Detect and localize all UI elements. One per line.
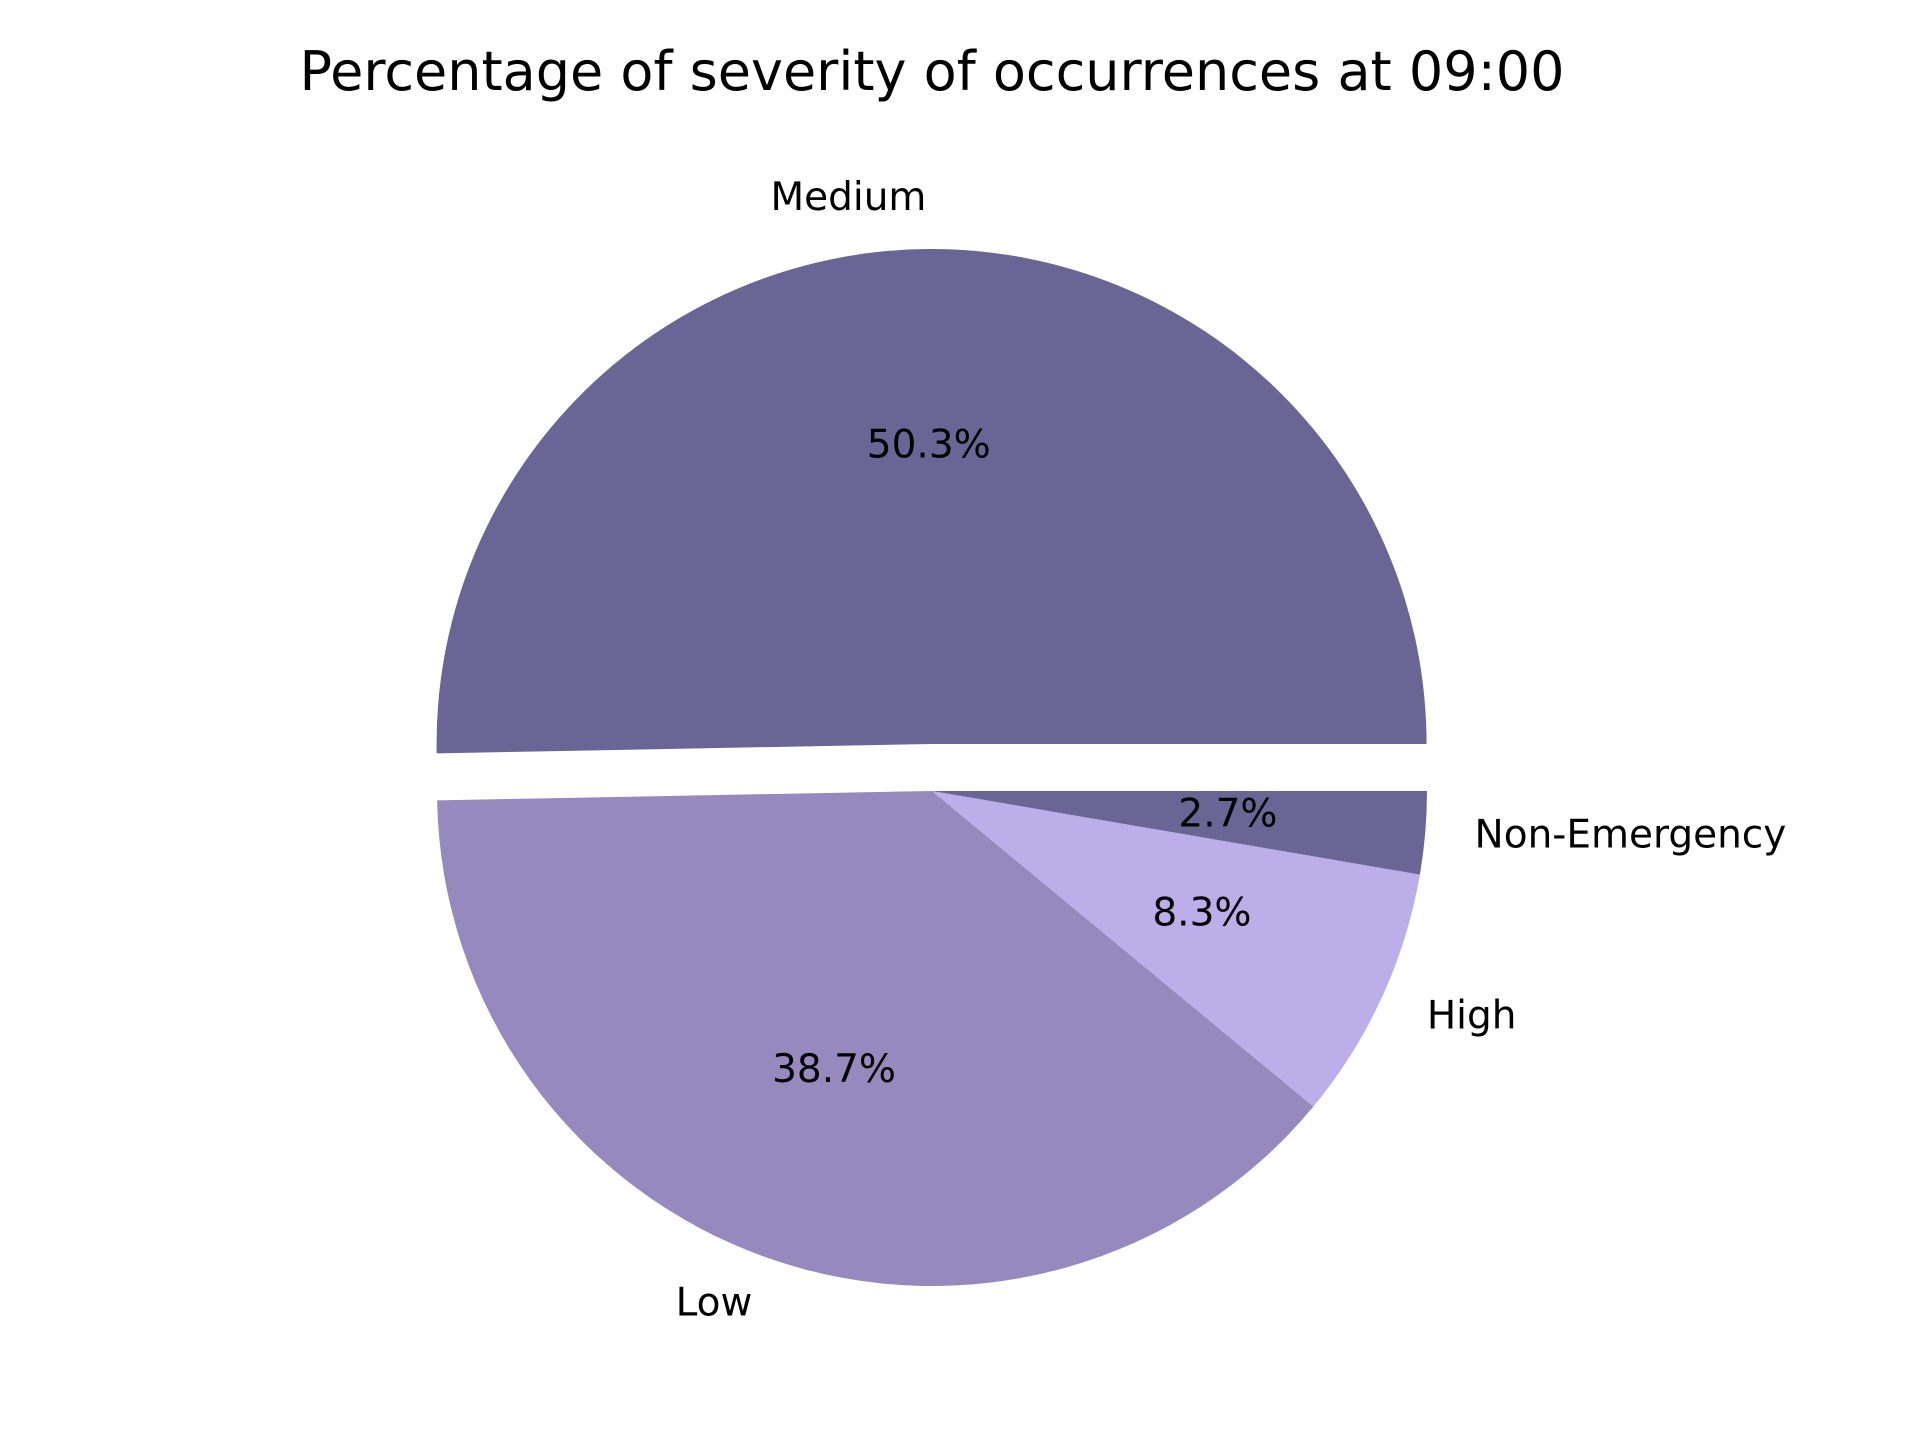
pie-slices bbox=[436, 249, 1427, 1287]
pie-slice-medium bbox=[436, 249, 1427, 754]
pie-labels: Medium 50.3% Low 38.7% High 8.3% Non-Emergency… bbox=[676, 175, 1787, 1325]
slice-pct-non-emergency: 2.7% bbox=[1178, 792, 1277, 837]
slice-label-medium: Medium bbox=[770, 175, 926, 220]
pie-slice-low bbox=[437, 791, 1314, 1287]
pie-slice-high bbox=[932, 791, 1420, 1107]
chart-title: Percentage of severity of occurrences at… bbox=[299, 40, 1564, 103]
slice-label-high: High bbox=[1427, 994, 1517, 1039]
slice-pct-high: 8.3% bbox=[1152, 890, 1251, 935]
pie-slice-non-emergency bbox=[932, 791, 1427, 875]
slice-label-non-emergency: Non-Emergency bbox=[1475, 813, 1787, 858]
slice-pct-medium: 50.3% bbox=[867, 423, 991, 468]
slice-pct-low: 38.7% bbox=[772, 1047, 896, 1092]
slice-label-low: Low bbox=[676, 1281, 753, 1326]
